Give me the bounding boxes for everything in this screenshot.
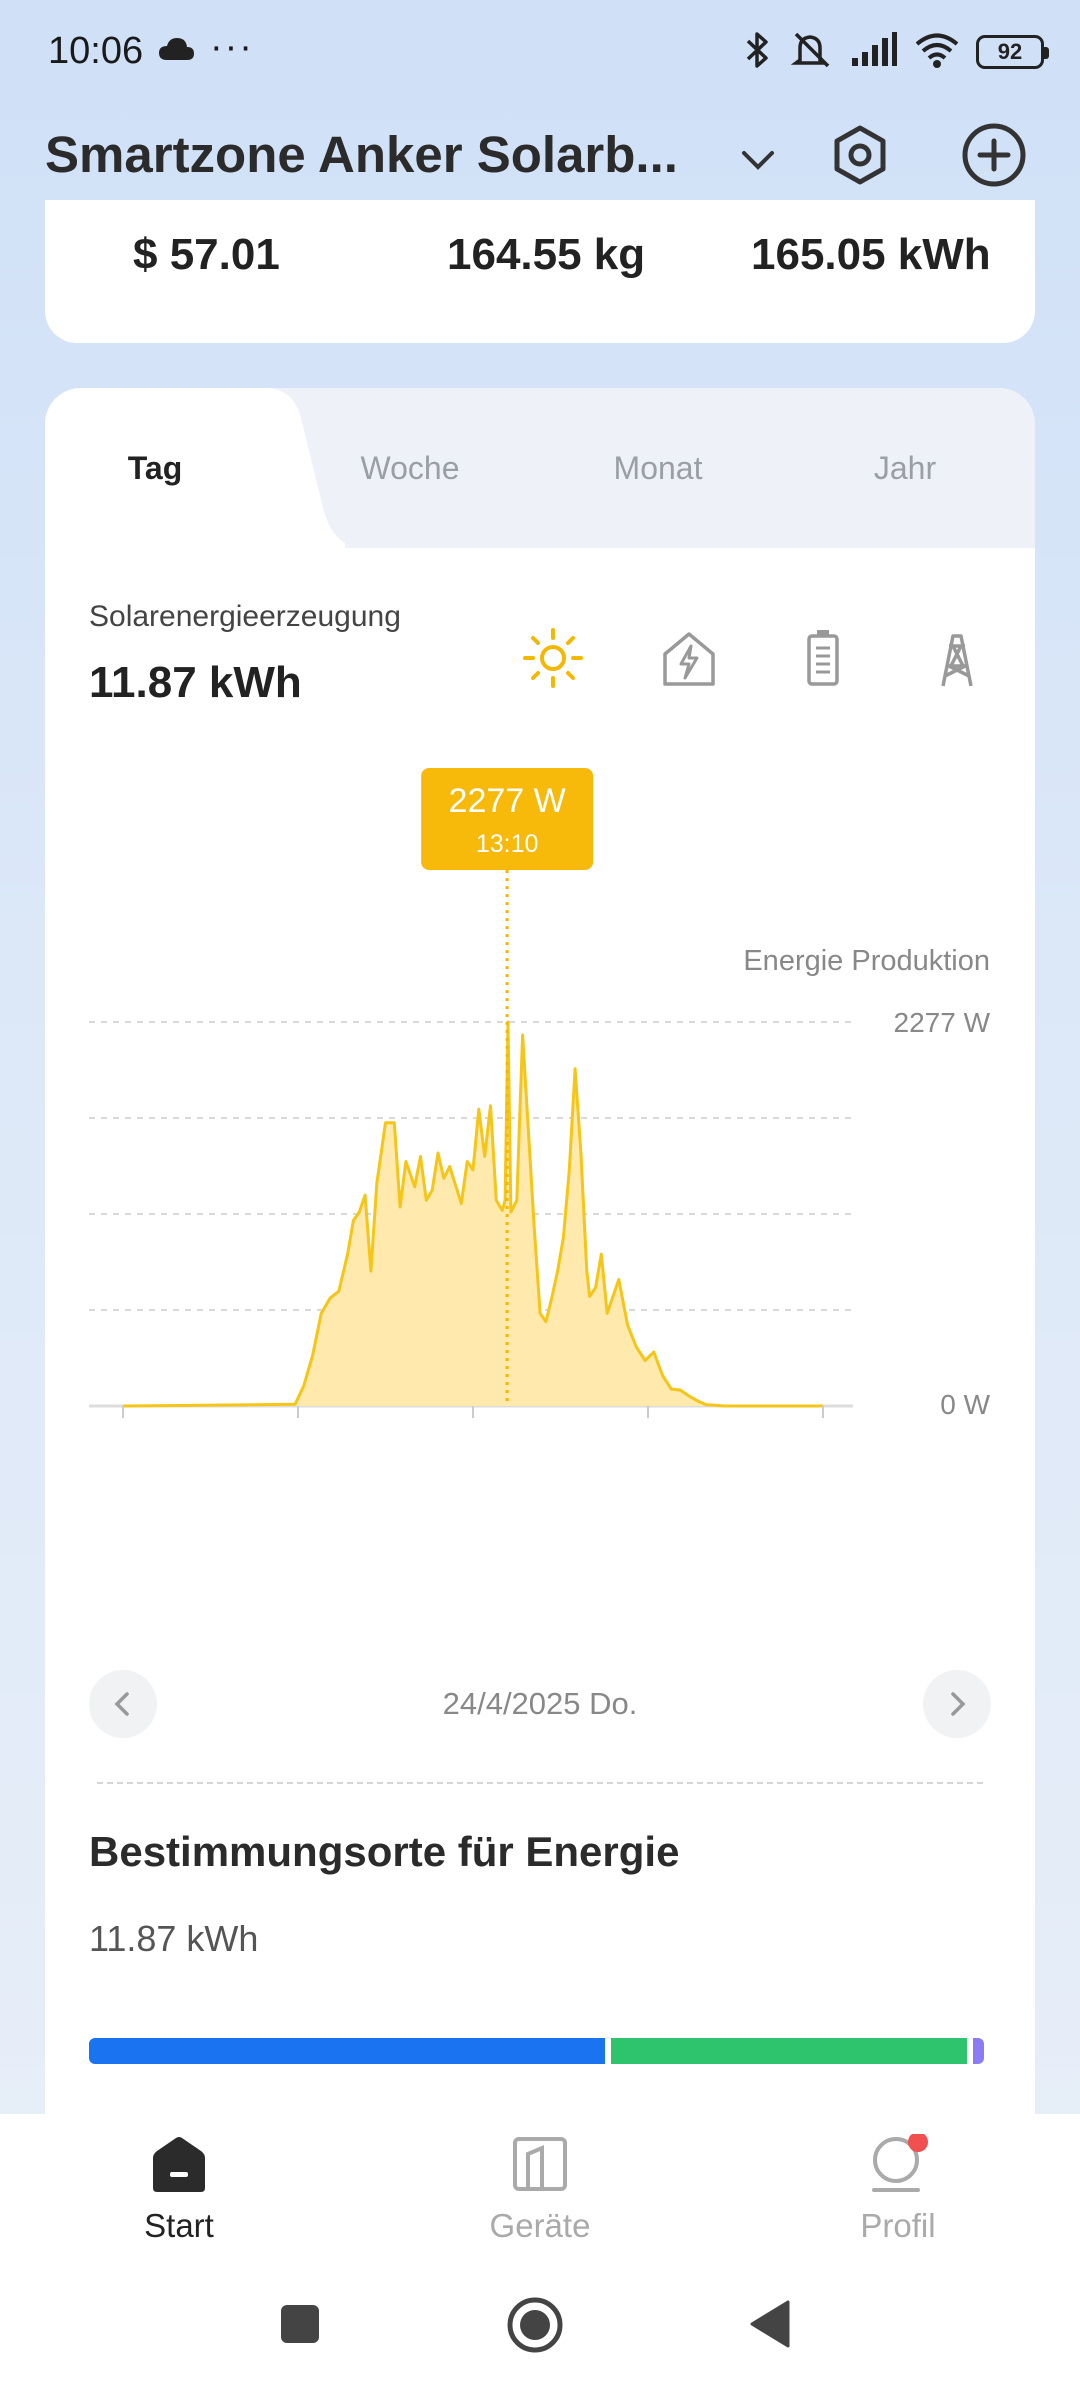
destination-segment bbox=[611, 2038, 968, 2064]
triangle-back-icon bbox=[750, 2300, 790, 2348]
home-icon bbox=[153, 2137, 205, 2192]
tooltip-time: 13:10 bbox=[476, 830, 539, 858]
chevron-right-icon bbox=[951, 1692, 966, 1716]
production-area bbox=[123, 1022, 823, 1406]
battery-icon[interactable] bbox=[791, 626, 855, 695]
status-time: 10:06 bbox=[48, 30, 144, 72]
square-icon bbox=[281, 2305, 319, 2343]
home-system-button[interactable] bbox=[506, 2296, 564, 2359]
next-day-button[interactable] bbox=[923, 1670, 991, 1738]
destinations-title: Bestimmungsorte für Energie bbox=[89, 1828, 680, 1875]
tooltip-box bbox=[421, 768, 594, 870]
wifi-icon bbox=[914, 31, 960, 74]
summary-card: $ 57.01 164.55 kg 165.05 kWh bbox=[45, 200, 1035, 343]
tab-monat[interactable]: Monat bbox=[613, 450, 703, 486]
signal-icon bbox=[850, 31, 898, 73]
devices-icon bbox=[513, 2137, 567, 2191]
site-selector-title[interactable]: Smartzone Anker Solarb... bbox=[45, 126, 678, 183]
hexagon-settings-icon bbox=[834, 125, 886, 185]
nav-profile-label: Profil bbox=[860, 2207, 936, 2244]
header: Smartzone Anker Solarb... bbox=[0, 115, 1080, 215]
date-label[interactable]: 24/4/2025 Do. bbox=[442, 1686, 638, 1721]
section-divider bbox=[97, 1782, 983, 1784]
plus-circle-icon bbox=[962, 123, 1026, 187]
production-chart: 00:0006:0012:0018:0024:002277 W0 WEnergi… bbox=[45, 768, 1035, 1460]
tab-jahr[interactable]: Jahr bbox=[873, 450, 937, 486]
previous-day-button[interactable] bbox=[89, 1670, 157, 1738]
nav-devices-label: Geräte bbox=[489, 2207, 591, 2244]
savings-value: $ 57.01 bbox=[133, 230, 280, 279]
back-button[interactable] bbox=[748, 2300, 790, 2353]
settings-button[interactable] bbox=[828, 123, 892, 192]
energy-total-value: 165.05 kWh bbox=[751, 230, 991, 279]
status-bar: 10:06 ··· 92 bbox=[0, 0, 1080, 110]
y-tick-label-min: 0 W bbox=[940, 1389, 990, 1420]
bluetooth-icon bbox=[742, 30, 774, 75]
grid-tower-icon[interactable] bbox=[925, 626, 989, 695]
nav-start-label: Start bbox=[144, 2207, 214, 2244]
sun-icon[interactable] bbox=[521, 626, 585, 695]
bottom-navigation: Start Geräte Profil bbox=[0, 2114, 1080, 2400]
nav-profile[interactable]: Profil bbox=[798, 2132, 998, 2245]
nav-start[interactable]: Start bbox=[79, 2134, 279, 2245]
period-tabs: Tag Woche Monat Jahr bbox=[45, 388, 1035, 548]
energy-card: Tag Woche Monat Jahr Solarenergieerzeugu… bbox=[45, 388, 1035, 2118]
circle-home-icon bbox=[507, 2297, 563, 2353]
add-button[interactable] bbox=[960, 121, 1028, 194]
status-icons: 92 bbox=[742, 30, 1049, 75]
tooltip-value: 2277 W bbox=[449, 782, 566, 820]
date-navigation: 24/4/2025 Do. bbox=[89, 1670, 991, 1740]
destination-segment bbox=[973, 2038, 984, 2064]
active-tab-shape bbox=[45, 388, 345, 548]
chevron-down-icon[interactable] bbox=[738, 145, 778, 180]
mute-icon bbox=[790, 30, 834, 75]
y-tick-label-max: 2277 W bbox=[894, 1007, 991, 1038]
profile-icon bbox=[872, 2132, 928, 2192]
recents-button[interactable] bbox=[280, 2304, 320, 2349]
destinations-value: 11.87 kWh bbox=[89, 1918, 259, 1959]
chart-svg[interactable]: 00:0006:0012:0018:0024:002277 W0 WEnergi… bbox=[45, 768, 1035, 1460]
tab-woche[interactable]: Woche bbox=[360, 450, 460, 486]
tab-tag[interactable]: Tag bbox=[127, 450, 183, 486]
home-power-icon[interactable] bbox=[657, 626, 721, 695]
battery-level: 92 bbox=[976, 35, 1049, 69]
cloud-icon bbox=[158, 36, 196, 67]
solar-value: 11.87 kWh bbox=[89, 658, 302, 707]
legend-label: Energie Produktion bbox=[743, 945, 990, 977]
co2-value: 164.55 kg bbox=[447, 230, 646, 279]
chevron-left-icon bbox=[114, 1692, 129, 1716]
destination-segment bbox=[89, 2038, 606, 2064]
more-notifications-icon: ··· bbox=[210, 26, 254, 68]
notification-dot bbox=[908, 2132, 928, 2152]
solar-label: Solarenergieerzeugung bbox=[89, 600, 401, 633]
nav-devices[interactable]: Geräte bbox=[440, 2134, 640, 2245]
